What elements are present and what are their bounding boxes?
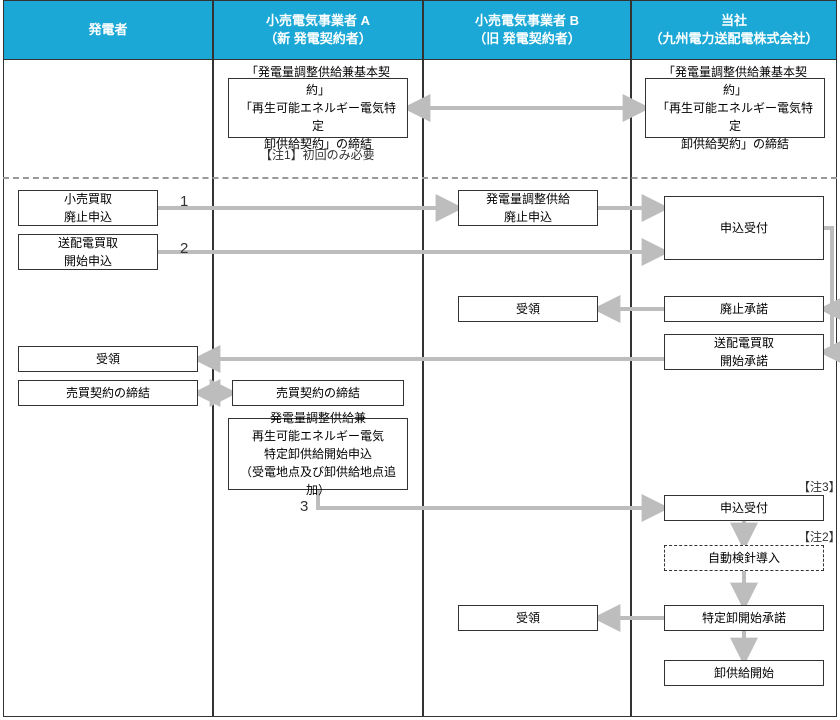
step-num-3: 3 <box>300 498 308 515</box>
section-divider <box>3 177 837 179</box>
box-d-supply: 卸供給開始 <box>664 660 824 686</box>
col-header-4: 当社 （九州電力送配電株式会社） <box>631 0 837 60</box>
box-g-start: 送配電買取 開始申込 <box>18 234 158 270</box>
step-num-2: 2 <box>180 240 188 257</box>
box-b-recv: 受領 <box>458 296 598 322</box>
box-a-apply: 発電量調整供給兼 再生可能エネルギー電気 特定卸供給開始申込 （受電地点及び卸供… <box>228 418 408 490</box>
box-g-recv: 受領 <box>18 346 198 372</box>
box-d-contract: 「発電量調整供給兼基本契約」 「再生可能エネルギー電気特定 卸供給契約」の締結 <box>645 78 825 138</box>
baseline <box>3 716 837 717</box>
box-g-sale: 売買契約の締結 <box>18 380 198 406</box>
note-3: 【注3】 <box>798 478 840 495</box>
box-a-sale: 売買契約の締結 <box>232 380 404 406</box>
box-d-recv2: 申込受付 <box>664 495 824 521</box>
box-d-spec-ok: 特定卸開始承諾 <box>664 605 824 631</box>
box-d-abolish-ok: 廃止承諾 <box>664 296 824 322</box>
box-a-contract: 「発電量調整供給兼基本契約」 「再生可能エネルギー電気特定 卸供給契約」の締結 <box>228 78 408 138</box>
note-1: 【注1】初回のみ必要 <box>260 146 375 163</box>
step-num-1: 1 <box>180 193 188 210</box>
col-header-1: 発電者 <box>3 0 213 60</box>
col-header-2: 小売電気事業者 A （新 発電契約者） <box>213 0 423 60</box>
box-d-start-ok: 送配電買取 開始承諾 <box>664 334 824 370</box>
col-header-3: 小売電気事業者 B （旧 発電契約者） <box>423 0 631 60</box>
note-2: 【注2】 <box>798 528 840 545</box>
box-b-stop: 発電量調整供給 廃止申込 <box>458 190 598 226</box>
box-b-recv2: 受領 <box>458 605 598 631</box>
box-g-stop: 小売買取 廃止申込 <box>18 190 158 226</box>
box-d-meter: 自動検針導入 <box>664 545 824 571</box>
box-d-recv1: 申込受付 <box>664 196 824 260</box>
